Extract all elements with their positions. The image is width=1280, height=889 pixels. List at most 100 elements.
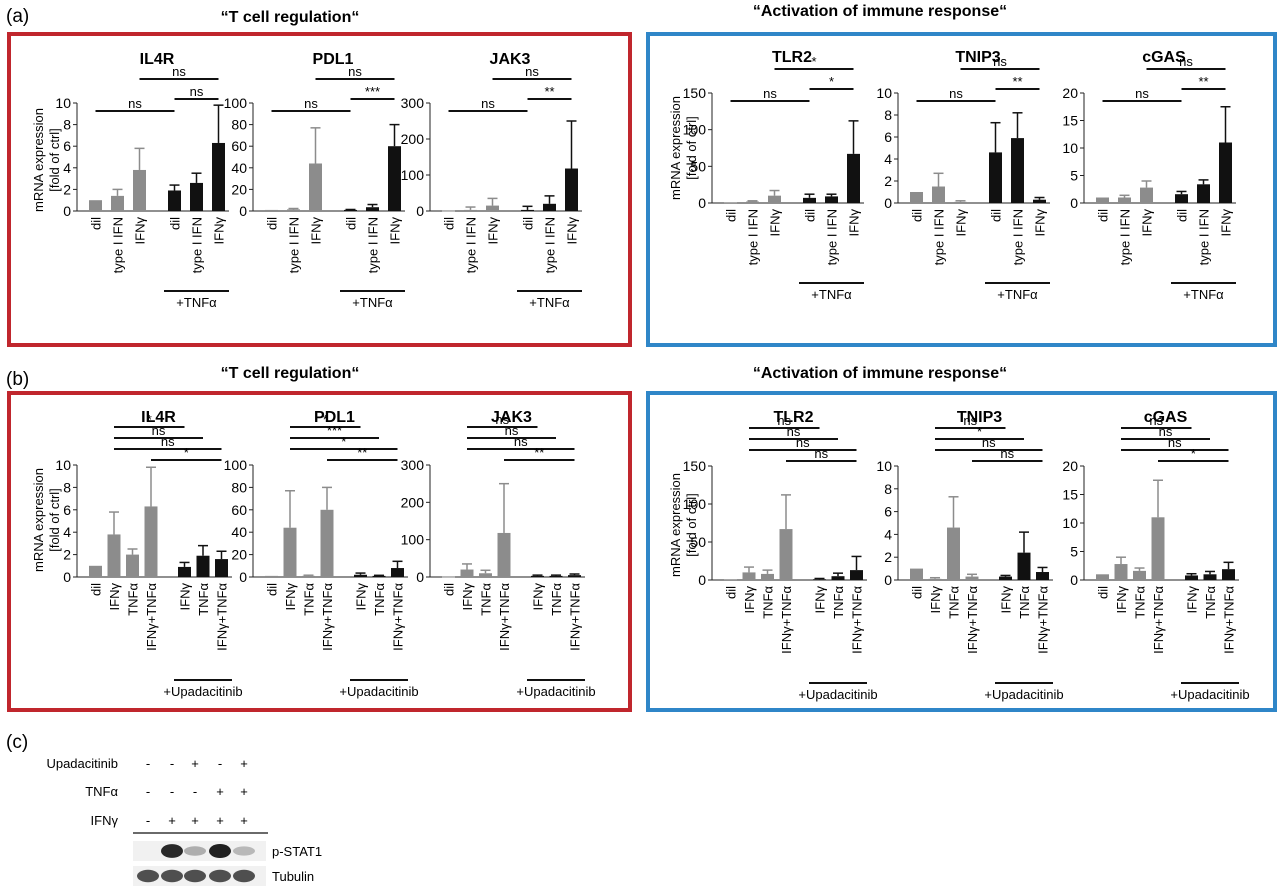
frame-t-cell-b	[7, 391, 632, 712]
blot-band	[209, 844, 231, 858]
blot-condition-sign: -	[170, 756, 174, 771]
x-tick-label: IFNγ	[1033, 209, 1048, 237]
bar	[354, 574, 367, 577]
group-bracket-label: +Upadacitinib	[1170, 687, 1249, 702]
y-tick-label: 100	[401, 532, 425, 548]
y-tick-label: 8	[884, 481, 892, 497]
significance-label: *	[1191, 446, 1196, 461]
group-bracket-label: +TNFα	[176, 295, 217, 310]
x-tick-label: dil	[1096, 586, 1111, 599]
y-tick-label: 0	[63, 569, 71, 585]
y-tick-label: 20	[1062, 458, 1078, 474]
bar	[302, 575, 315, 577]
panel-label-c: (c)	[6, 732, 28, 753]
significance-label: ***	[365, 84, 380, 99]
svg-text:mRNA expression: mRNA expression	[668, 473, 683, 577]
bar	[965, 576, 979, 580]
x-tick-label: TNFα	[1017, 586, 1032, 619]
bar	[568, 575, 581, 577]
y-tick-label: 0	[1070, 572, 1078, 588]
y-tick-label: 6	[63, 502, 71, 518]
bar	[954, 201, 967, 203]
y-tick-label: 80	[231, 479, 247, 495]
significance-label: *	[341, 434, 346, 449]
x-tick-label: IFNγ	[813, 586, 828, 614]
bar	[1096, 574, 1109, 580]
x-tick-label: IFNγ	[954, 209, 969, 237]
blot-condition-sign: +	[240, 756, 248, 771]
bar	[126, 554, 139, 577]
significance-label: ns	[1149, 413, 1163, 428]
x-tick-label: IFNγ	[309, 217, 324, 245]
x-tick-label: TNFα	[1203, 586, 1218, 619]
x-tick-label: IFNγ+TNFα	[144, 583, 159, 651]
y-tick-label: 0	[884, 572, 892, 588]
y-tick-label: 6	[63, 138, 71, 154]
significance-label: *	[147, 412, 152, 427]
x-tick-label: type I IFN	[825, 209, 840, 265]
y-tick-label: 5	[1070, 544, 1078, 560]
bar	[989, 152, 1002, 203]
group-bracket-label: +TNFα	[529, 295, 570, 310]
bar	[549, 575, 563, 577]
y-tick-label: 10	[1062, 140, 1078, 156]
y-tick-label: 100	[683, 496, 707, 512]
blot-condition-sign: +	[216, 813, 224, 828]
significance-label: *	[323, 412, 328, 427]
x-tick-label: IFNγ	[1219, 209, 1234, 237]
chart-title: TLR2	[774, 409, 814, 426]
bar	[133, 169, 146, 211]
significance-label: ns	[1159, 424, 1173, 439]
x-tick-label: TNFα	[126, 583, 141, 616]
significance-label: ns	[796, 435, 810, 450]
x-tick-label: IFNγ	[531, 583, 546, 611]
blot-condition-sign: +	[191, 813, 199, 828]
blot-condition-sign: +	[191, 756, 199, 771]
group-title-immune-a: “Activation of immune response“	[753, 3, 1007, 20]
x-tick-label: IFNγ	[283, 583, 298, 611]
x-tick-label: dil	[442, 217, 457, 230]
y-tick-label: 200	[401, 494, 425, 510]
bar	[1036, 572, 1049, 580]
chart-title: PDL1	[313, 51, 354, 68]
blot-band-label: p-STAT1	[272, 844, 322, 859]
y-tick-label: 5	[1070, 168, 1078, 184]
x-tick-label: type I IFN	[366, 217, 381, 273]
significance-label: **	[1012, 74, 1022, 89]
y-tick-label: 10	[876, 85, 892, 101]
y-tick-label: 10	[876, 458, 892, 474]
x-tick-label: IFNγ	[212, 217, 227, 245]
y-axis-title-b-left: mRNA expression [fold of ctrl]	[31, 468, 62, 572]
significance-label: ns	[190, 84, 204, 99]
bar	[464, 209, 477, 211]
group-bracket-label: +Upadacitinib	[798, 687, 877, 702]
x-tick-label: IFNγ+TNFα	[1151, 586, 1166, 654]
panel-label-a: (a)	[6, 6, 29, 27]
significance-label: **	[357, 445, 367, 460]
significance-label: ns	[525, 64, 539, 79]
bar	[196, 555, 210, 577]
x-tick-label: dil	[344, 217, 359, 230]
y-tick-label: 15	[1062, 487, 1078, 503]
x-tick-label: dil	[910, 209, 925, 222]
y-tick-label: 10	[55, 95, 71, 111]
y-tick-label: 100	[401, 167, 425, 183]
x-tick-label: IFNγ+TNFα	[215, 583, 230, 651]
y-tick-label: 60	[231, 502, 247, 518]
bar	[850, 570, 863, 580]
bar	[320, 509, 334, 577]
y-tick-label: 4	[63, 524, 71, 540]
x-tick-label: type I IFN	[1118, 209, 1133, 265]
significance-label: ns	[763, 86, 777, 101]
y-tick-label: 0	[239, 203, 247, 219]
y-tick-label: 0	[884, 195, 892, 211]
group-bracket-label: +Upadacitinib	[163, 684, 242, 699]
significance-label: ns	[814, 446, 828, 461]
western-blot: Upadacitinib - - + - + TNFα - - - + + IFNγ - + + + + p-STA…	[46, 756, 322, 886]
significance-label: *	[829, 74, 834, 89]
x-tick-label: IFNγ	[133, 217, 148, 245]
bar	[928, 578, 942, 580]
x-tick-label: IFNγ+TNFα	[779, 586, 794, 654]
